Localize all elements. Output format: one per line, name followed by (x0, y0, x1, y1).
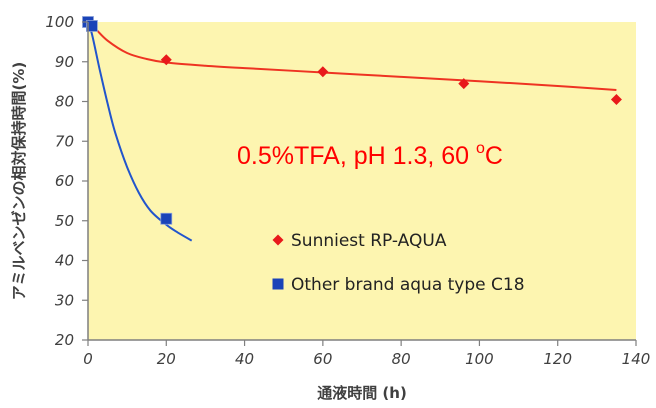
y-tick-label: 90 (55, 53, 74, 71)
data-point-diamond (160, 54, 172, 66)
x-axis-ticks: 0 20 40 60 80 100 120 140 (83, 340, 650, 368)
legend-item-sunniest: Sunniest RP-AQUA (272, 231, 447, 251)
legend-item-other-brand: Other brand aqua type C18 (272, 275, 525, 295)
trend-line-series-0 (87, 21, 617, 91)
x-tick-label: 0 (83, 350, 93, 368)
y-tick-label: 50 (55, 212, 74, 230)
condition-main: 0.5%TFA, pH 1.3, 60 (237, 142, 476, 170)
x-tick-label: 20 (157, 350, 176, 368)
legend: Sunniest RP-AQUA Other brand aqua type C… (272, 231, 525, 295)
x-tick-label: 60 (313, 350, 332, 368)
condition-annotation: 0.5%TFA, pH 1.3, 60 oC (237, 140, 503, 170)
data-point-diamond (317, 66, 329, 78)
y-tick-label: 60 (55, 172, 74, 190)
data-point-diamond (458, 78, 470, 90)
y-tick-label: 40 (55, 252, 74, 270)
y-tick-label: 80 (55, 93, 74, 111)
trend-line-series-1 (87, 21, 193, 242)
y-tick-label: 70 (55, 132, 74, 150)
legend-label-sunniest: Sunniest RP-AQUA (291, 231, 447, 251)
x-tick-label: 140 (622, 350, 651, 368)
data-point-square (86, 20, 98, 32)
condition-unit: C (485, 142, 503, 170)
x-axis-title: 通液時間 (h) (317, 384, 407, 402)
y-tick-label: 30 (55, 291, 74, 309)
legend-marker-diamond (272, 234, 284, 246)
legend-label-other-brand: Other brand aqua type C18 (291, 275, 525, 295)
y-axis-title: アミルベンゼンの相対保持時間(%) (10, 62, 28, 300)
condition-degree: o (476, 140, 485, 157)
y-tick-label: 100 (45, 13, 74, 31)
y-tick-label: 20 (55, 331, 74, 349)
y-axis-ticks: 20 30 40 50 60 70 80 90 100 (45, 13, 88, 349)
data-point-square (160, 212, 173, 225)
data-point-diamond (610, 94, 622, 106)
x-tick-label: 80 (392, 350, 411, 368)
x-tick-label: 40 (235, 350, 254, 368)
trend-lines (87, 21, 617, 242)
legend-marker-square (272, 278, 284, 290)
x-tick-label: 100 (465, 350, 494, 368)
x-tick-label: 120 (543, 350, 572, 368)
